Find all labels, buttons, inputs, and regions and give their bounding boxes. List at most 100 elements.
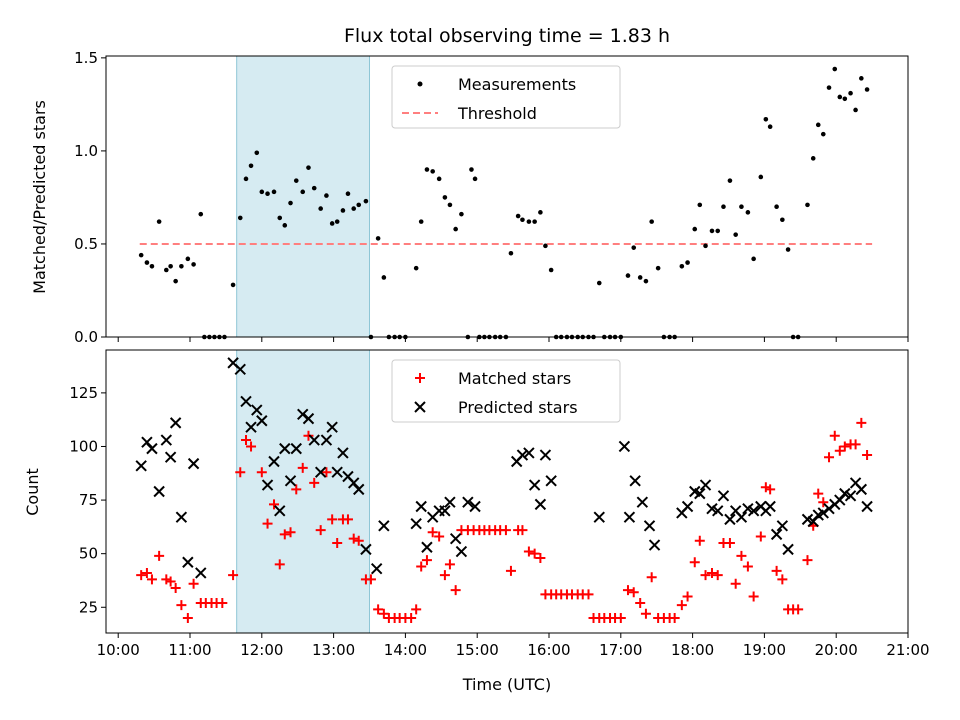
- measurement-point: [300, 189, 306, 195]
- measurement-point: [853, 107, 858, 113]
- matched-point: [165, 576, 176, 587]
- measurement-point: [805, 202, 810, 208]
- measurement-point: [318, 206, 323, 211]
- predicted-point: [776, 520, 789, 532]
- bottom-panel-counts: 25 50 75 100 125 10:00 11:00 12:00 13:00 14:00 15:…: [69, 349, 930, 659]
- matched-point: [850, 439, 861, 450]
- matched-point: [730, 578, 741, 589]
- measurement-point: [282, 223, 288, 228]
- predicted-point: [337, 447, 349, 459]
- measurement-point: [832, 66, 838, 72]
- axes-frame: [105, 349, 909, 634]
- measurement-point: [745, 210, 751, 215]
- matched-point: [622, 585, 633, 596]
- predicted-point: [182, 556, 194, 568]
- matched-point: [669, 612, 680, 623]
- measurement-point: [351, 206, 357, 211]
- bottom-y-axis-label: Count: [23, 468, 42, 516]
- measurement-point: [381, 275, 387, 280]
- matched-point: [694, 535, 705, 546]
- matched-point: [640, 608, 651, 619]
- matched-point: [136, 570, 147, 581]
- predicted-point: [623, 511, 636, 523]
- measurement-point: [526, 219, 532, 224]
- matched-point: [793, 604, 804, 615]
- measurement-point: [532, 219, 537, 224]
- predicted-point: [251, 404, 263, 416]
- legend: Matched stars Predicted stars: [391, 359, 621, 423]
- matched-point: [802, 555, 813, 566]
- y-tick-label: 75: [79, 491, 98, 509]
- measurement-point: [243, 176, 249, 182]
- measurement-point: [596, 280, 602, 286]
- measurement-point: [138, 252, 144, 258]
- predicted-point: [135, 460, 147, 472]
- measurement-point: [864, 87, 870, 92]
- measurement-point: [697, 202, 703, 208]
- matched-point: [141, 567, 152, 578]
- measurement-point: [548, 267, 554, 273]
- measurement-point: [191, 262, 196, 267]
- measurement-point: [543, 243, 548, 249]
- measurement-point: [453, 226, 458, 232]
- predicted-point: [153, 485, 165, 498]
- predicted-point: [297, 408, 309, 421]
- matched-point: [839, 441, 850, 452]
- matched-point: [689, 557, 700, 568]
- matched-point: [421, 555, 432, 566]
- measurement-point: [164, 267, 169, 273]
- predicted-point: [187, 457, 200, 470]
- measurement-point: [293, 178, 299, 183]
- predicted-point: [279, 442, 291, 455]
- predicted-point: [844, 490, 857, 502]
- y-tick-label: 100: [69, 437, 98, 455]
- measurement-point: [356, 202, 362, 208]
- x-tick-label: 11:00: [168, 641, 211, 659]
- predicted-point: [770, 528, 783, 541]
- predicted-point: [320, 434, 333, 446]
- measurement-point: [763, 116, 769, 122]
- measurement-point: [442, 195, 448, 200]
- predicted-point: [545, 475, 557, 487]
- measurement-point: [637, 275, 643, 280]
- predicted-point: [855, 483, 868, 496]
- predicted-point: [290, 442, 302, 455]
- predicted-point: [314, 466, 327, 478]
- matched-point: [813, 488, 824, 499]
- matched-point: [818, 497, 829, 508]
- predicted-point: [823, 502, 835, 515]
- predicted-point: [175, 511, 188, 523]
- measurement-point: [721, 204, 726, 210]
- y-tick-label: 0.0: [74, 328, 98, 346]
- measurement-point: [277, 215, 283, 221]
- predicted-point: [618, 440, 631, 453]
- measurement-point: [655, 265, 661, 271]
- x-tick-label: 19:00: [743, 641, 786, 659]
- predicted-point: [699, 479, 712, 491]
- matched-point: [517, 525, 528, 536]
- matched-point: [529, 548, 540, 559]
- measurement-point: [198, 211, 204, 217]
- measurement-point: [424, 167, 430, 172]
- measurement-point: [363, 198, 369, 204]
- measurement-point: [751, 256, 756, 262]
- measurement-point: [715, 228, 721, 234]
- predicted-point: [747, 505, 760, 517]
- predicted-point: [528, 479, 541, 491]
- measurement-point: [185, 256, 191, 262]
- matched-point: [342, 514, 353, 525]
- matched-point: [217, 597, 228, 608]
- predicted-point: [735, 511, 748, 523]
- measurement-point: [767, 124, 773, 130]
- predicted-point: [724, 513, 736, 526]
- measurement-point: [265, 191, 270, 197]
- measurement-point: [459, 211, 464, 217]
- predicted-point: [302, 412, 315, 425]
- matched-point: [176, 600, 187, 611]
- measurement-point: [631, 245, 637, 250]
- measurement-point: [430, 169, 435, 174]
- chart-title: Flux total observing time = 1.83 h: [344, 25, 670, 47]
- measurement-point: [679, 263, 685, 269]
- matched-point: [434, 531, 445, 542]
- matched-point: [676, 600, 687, 611]
